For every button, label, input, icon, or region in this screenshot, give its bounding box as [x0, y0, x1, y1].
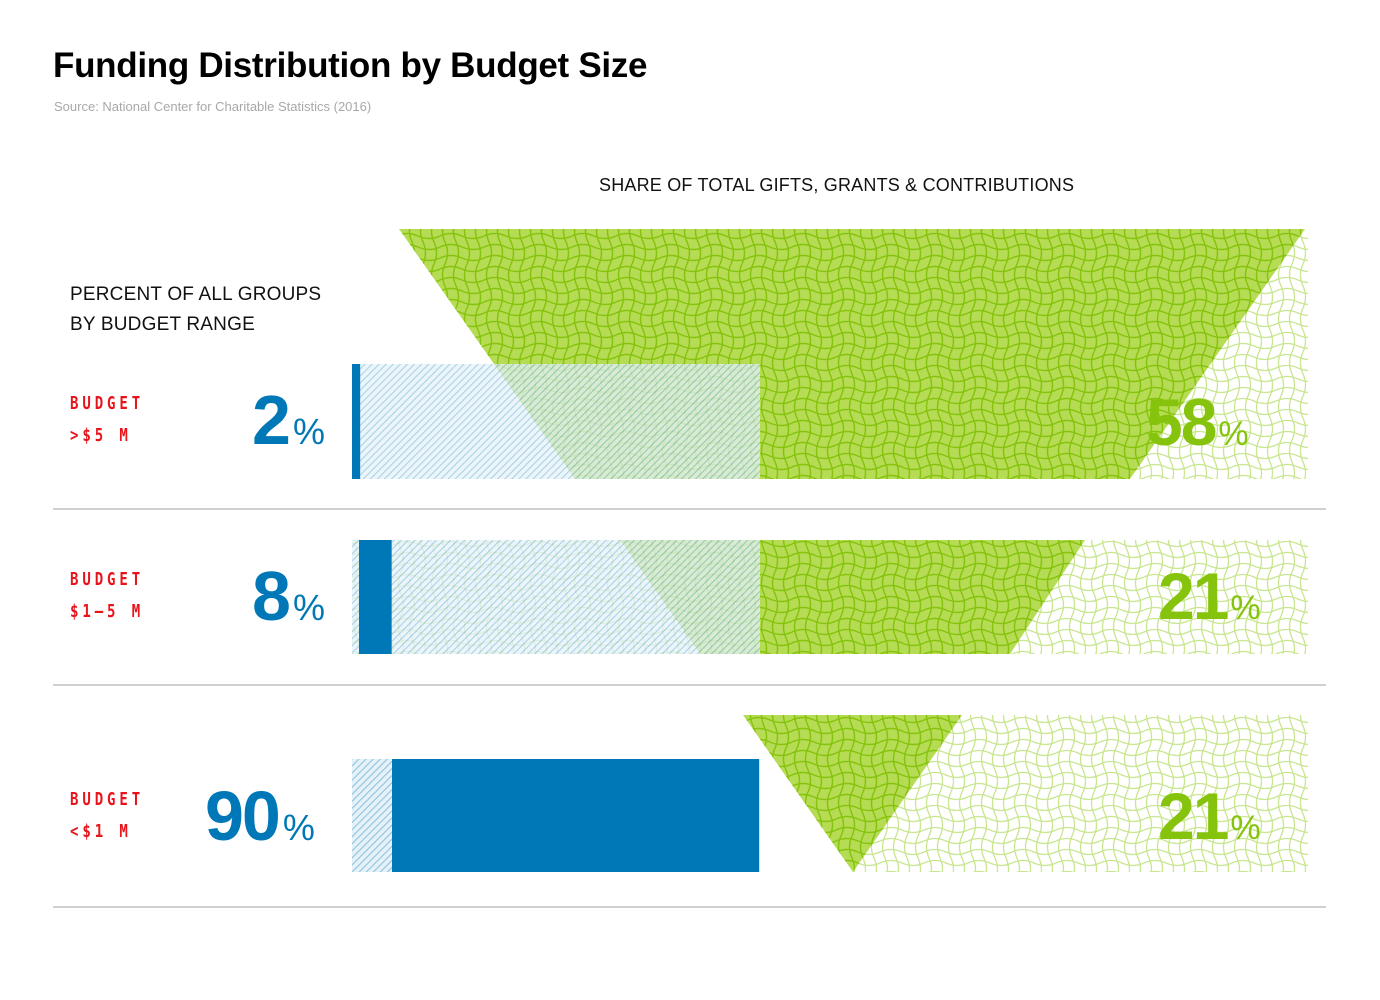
row-separator	[53, 684, 1326, 686]
share-pct-sign: %	[1230, 809, 1261, 847]
groups-pct-value: 90%	[205, 776, 315, 856]
share-pct-value: 21%	[1158, 558, 1261, 634]
groups-pct-number: 8	[252, 557, 291, 635]
groups-pct-number: 2	[252, 381, 291, 459]
groups-track	[358, 364, 760, 479]
groups-pct-value: 8%	[252, 556, 325, 636]
row-label-gt5m: BUDGET >$5 M	[70, 388, 144, 452]
row-label-line1: BUDGET	[70, 569, 145, 590]
row-separator	[53, 508, 1326, 510]
chart-title: Funding Distribution by Budget Size	[53, 46, 648, 85]
percent-header: PERCENT OF ALL GROUPS BY BUDGET RANGE	[70, 280, 321, 340]
share-pct-number: 21	[1158, 559, 1229, 633]
groups-pct-sign: %	[282, 807, 315, 848]
share-pct-sign: %	[1230, 589, 1261, 627]
row-label-line1: BUDGET	[70, 393, 145, 414]
share-header: SHARE OF TOTAL GIFTS, GRANTS & CONTRIBUT…	[599, 175, 1075, 195]
row-separator	[53, 906, 1326, 908]
row-label-lt1m: BUDGET <$1 M	[70, 784, 144, 848]
row-label-line2: <$1 M	[70, 821, 132, 842]
row-label-line2: $1–5 M	[70, 601, 145, 622]
percent-header-line1: PERCENT OF ALL GROUPS	[70, 284, 322, 305]
groups-pct-value: 2%	[252, 380, 325, 460]
row-label-1to5m: BUDGET $1–5 M	[70, 564, 144, 628]
row-label-line1: BUDGET	[70, 789, 145, 810]
groups-pct-sign: %	[292, 411, 325, 452]
groups-pct-number: 90	[205, 777, 281, 855]
groups-track	[352, 759, 392, 872]
share-pct-sign: %	[1218, 415, 1249, 453]
share-pct-value: 21%	[1158, 778, 1261, 854]
groups-bar	[392, 759, 760, 872]
groups-bar	[352, 364, 361, 479]
groups-track	[352, 540, 760, 654]
share-bar	[743, 715, 962, 872]
share-pct-value: 58%	[1146, 384, 1249, 460]
row-label-line2: >$5 M	[70, 425, 132, 446]
groups-bar	[359, 540, 392, 654]
chart-source: Source: National Center for Charitable S…	[54, 99, 372, 114]
percent-header-line2: BY BUDGET RANGE	[70, 314, 255, 335]
share-pct-number: 21	[1158, 779, 1229, 853]
groups-pct-sign: %	[292, 587, 325, 628]
share-pct-number: 58	[1146, 385, 1217, 459]
